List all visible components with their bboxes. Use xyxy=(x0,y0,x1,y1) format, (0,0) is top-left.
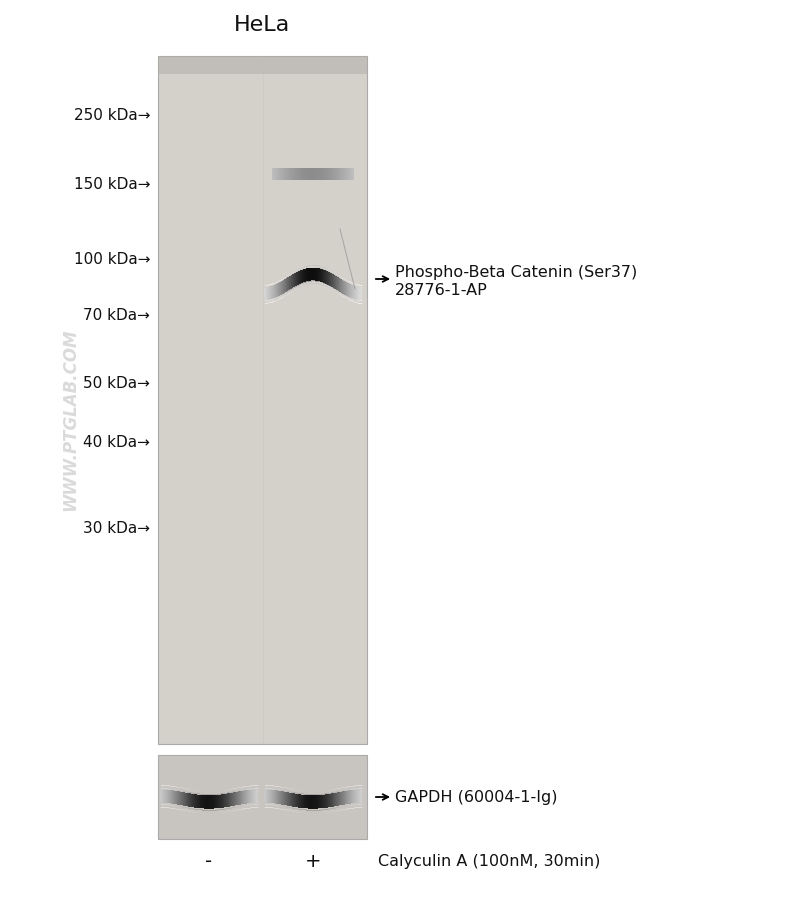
Text: GAPDH (60004-1-Ig): GAPDH (60004-1-Ig) xyxy=(395,789,558,805)
Text: 70 kDa→: 70 kDa→ xyxy=(83,308,150,322)
Text: +: + xyxy=(305,851,322,870)
Text: HeLa: HeLa xyxy=(234,15,290,35)
Text: 28776-1-AP: 28776-1-AP xyxy=(395,282,488,298)
Text: 50 kDa→: 50 kDa→ xyxy=(83,376,150,391)
Text: 250 kDa→: 250 kDa→ xyxy=(74,108,150,123)
Text: -: - xyxy=(206,851,213,870)
Bar xyxy=(158,57,367,744)
Text: Phospho-Beta Catenin (Ser37): Phospho-Beta Catenin (Ser37) xyxy=(395,264,638,280)
Text: Calyculin A (100nM, 30min): Calyculin A (100nM, 30min) xyxy=(378,853,600,869)
Bar xyxy=(158,755,367,839)
Text: WWW.PTGLAB.COM: WWW.PTGLAB.COM xyxy=(61,328,79,511)
Text: 40 kDa→: 40 kDa→ xyxy=(83,434,150,449)
Text: 150 kDa→: 150 kDa→ xyxy=(74,177,150,191)
Bar xyxy=(158,57,367,75)
Text: 30 kDa→: 30 kDa→ xyxy=(83,520,150,535)
Text: 100 kDa→: 100 kDa→ xyxy=(74,253,150,267)
